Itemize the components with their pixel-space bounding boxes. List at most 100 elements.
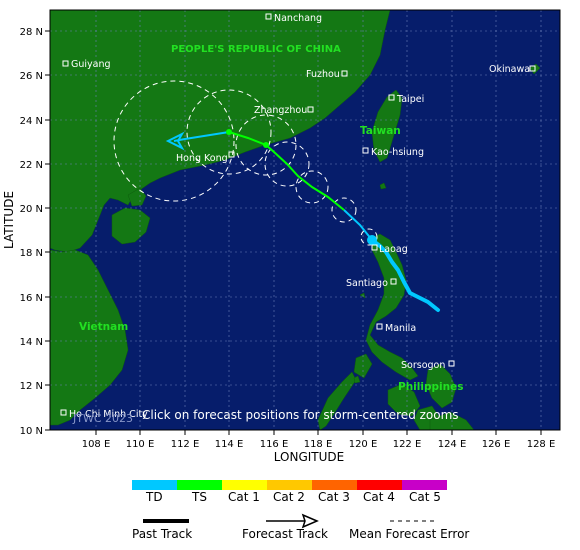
lat-tick-label: 24 N [20, 116, 43, 127]
lon-tick-label: 128 E [527, 439, 556, 450]
legend-label-cat3: Cat 3 [318, 490, 350, 504]
lat-tick-label: 26 N [20, 71, 43, 82]
city-label: Santiago [346, 278, 388, 289]
current-position-marker[interactable] [367, 235, 377, 245]
city-marker-okinawa [529, 65, 536, 72]
luzon-island [365, 233, 419, 381]
y-axis-title: LATITUDE [2, 191, 16, 249]
legend-label-td: TD [146, 490, 163, 504]
city-label: Kao-hsiung [371, 147, 424, 158]
lat-tick-label: 22 N [20, 160, 43, 171]
forecast-position-marker[interactable] [226, 129, 232, 135]
lat-tick-labels: 28 N 26 N 24 N 22 N 20 N 18 N 16 N 14 N … [20, 27, 43, 437]
error-circle-48h [264, 141, 310, 187]
city-markers [60, 13, 536, 416]
legend-swatch-cat3 [312, 480, 357, 490]
lon-tick-label: 118 E [304, 439, 333, 450]
city-marker-nanchang [265, 13, 272, 20]
error-circle-120h [113, 80, 235, 202]
palawan-island [317, 371, 357, 431]
lon-tick-label: 120 E [349, 439, 378, 450]
city-label: Hong Kong [176, 153, 228, 164]
lat-tick-label: 12 N [20, 381, 43, 392]
hainan-island [111, 207, 151, 245]
lon-tick-label: 126 E [482, 439, 511, 450]
legend-label-cat5: Cat 5 [409, 490, 441, 504]
city-marker-fuzhou [341, 70, 348, 77]
legend-swatch-cat4 [357, 480, 402, 490]
forecast-error-circles [113, 80, 378, 246]
lat-tick-label: 28 N [20, 27, 43, 38]
lon-tick-label: 122 E [393, 439, 422, 450]
city-label: Manila [385, 323, 416, 334]
error-circle-12h [360, 228, 378, 246]
region-label-philippines: Philippines [398, 381, 463, 393]
taiwan-island [371, 89, 403, 163]
lon-tick-labels: 108 E 110 E 112 E 114 E 116 E 118 E 120 … [82, 439, 556, 450]
city-marker-kaohsiung [362, 147, 369, 154]
lat-tick-label: 10 N [20, 426, 43, 437]
region-label-vietnam: Vietnam [79, 321, 128, 333]
past-track-line [370, 238, 440, 312]
land-masses [49, 9, 541, 431]
past-track-key-label: Past Track [132, 527, 193, 541]
city-marker-manila [376, 323, 383, 330]
map-frame [49, 9, 561, 431]
city-label: Laoag [379, 244, 408, 255]
city-marker-laoag [371, 244, 378, 251]
zoom-notice: Click on forecast positions for storm-ce… [142, 408, 459, 422]
forecast-position-marker[interactable] [263, 142, 269, 148]
legend-swatch-td [132, 480, 177, 490]
x-axis-title: LONGITUDE [274, 450, 344, 464]
error-circle-96h [186, 89, 272, 175]
lon-tick-label: 112 E [171, 439, 200, 450]
region-labels: PEOPLE'S REPUBLIC OF CHINA Taiwan Vietna… [79, 44, 463, 393]
forecast-track-key-label: Forecast Track [242, 527, 328, 541]
lon-tick-label: 114 E [215, 439, 244, 450]
city-label: Guiyang [71, 59, 111, 70]
error-circle-72h [235, 114, 297, 176]
city-marker-guiyang [62, 60, 69, 67]
city-label: Zhangzhou [254, 105, 307, 116]
city-marker-sorsogon [448, 360, 455, 367]
city-label: Ho Chi Minh City [69, 409, 148, 420]
legend-swatch-cat5 [402, 480, 447, 490]
axis-ticks [45, 30, 542, 435]
city-label: Nanchang [274, 13, 322, 24]
lat-tick-label: 18 N [20, 248, 43, 259]
city-marker-taipei [388, 94, 395, 101]
city-label: Sorsogon [401, 360, 445, 371]
lon-tick-label: 108 E [82, 439, 111, 450]
city-marker-hochiminh [60, 409, 67, 416]
mean-error-key-label: Mean Forecast Error [349, 527, 470, 541]
grid-lines [50, 10, 560, 430]
legend-label-ts: TS [192, 490, 207, 504]
legend-swatch-cat1 [222, 480, 267, 490]
lat-tick-label: 14 N [20, 337, 43, 348]
city-label: Taipei [396, 94, 424, 105]
forecast-track-line-td [343, 209, 373, 241]
forecast-track-line-ts [228, 131, 345, 211]
lat-tick-label: 16 N [20, 293, 43, 304]
city-label: Fuzhou [306, 69, 340, 80]
copyright-text: JTWC 2023 [72, 412, 133, 425]
city-marker-santiago [390, 278, 397, 285]
small-islands [353, 182, 387, 384]
city-labels: Nanchang Guiyang Fuzhou Okinawa Zhangzho… [69, 13, 530, 420]
lon-tick-label: 116 E [260, 439, 289, 450]
region-label-taiwan: Taiwan [360, 125, 401, 137]
vietnam-landmass [49, 249, 129, 426]
legend-label-cat1: Cat 1 [228, 490, 260, 504]
legend-swatch-ts [177, 480, 222, 490]
forecast-arrowhead [165, 131, 185, 151]
legend-swatch-cat2 [267, 480, 312, 490]
lat-tick-label: 20 N [20, 204, 43, 215]
region-label-china: PEOPLE'S REPUBLIC OF CHINA [171, 44, 341, 55]
error-circle-36h [295, 170, 329, 204]
city-marker-zhangzhou [307, 106, 314, 113]
lon-tick-label: 110 E [126, 439, 155, 450]
forecast-track-key-arrow [301, 513, 319, 529]
error-circle-24h [331, 197, 357, 223]
leizhou-peninsula [127, 187, 147, 207]
